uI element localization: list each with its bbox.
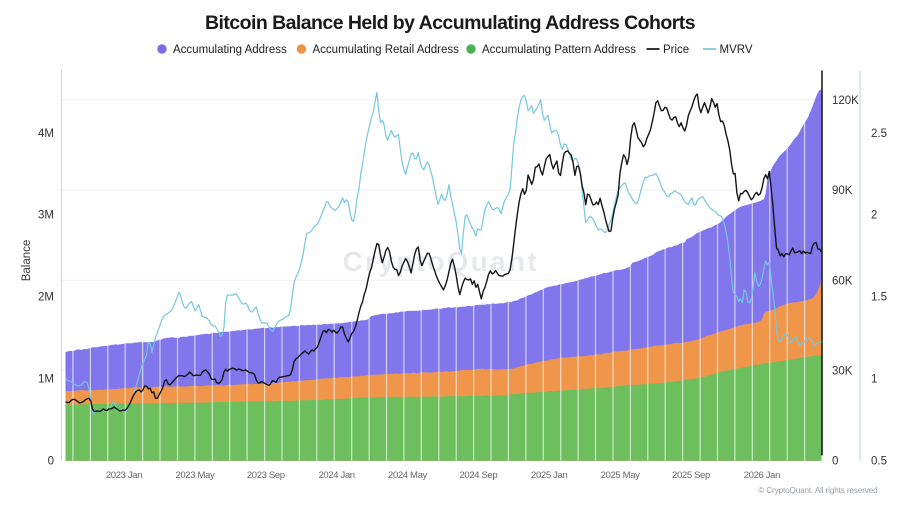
- svg-text:2: 2: [871, 210, 877, 222]
- svg-text:2025 Jan: 2025 Jan: [531, 470, 567, 481]
- svg-text:1M: 1M: [38, 374, 54, 386]
- svg-text:3M: 3M: [38, 210, 54, 222]
- svg-text:Price: Price: [663, 44, 689, 56]
- svg-text:120K: 120K: [832, 95, 859, 107]
- svg-text:4M: 4M: [38, 128, 54, 140]
- svg-text:Accumulating Retail Address: Accumulating Retail Address: [313, 44, 460, 56]
- svg-text:2025 Sep: 2025 Sep: [672, 470, 710, 481]
- svg-text:2024 May: 2024 May: [388, 470, 428, 481]
- svg-text:Accumulating Pattern Address: Accumulating Pattern Address: [482, 44, 636, 56]
- svg-text:© CryptoQuant. All rights rese: © CryptoQuant. All rights reserved: [758, 486, 878, 495]
- svg-text:30K: 30K: [832, 366, 853, 378]
- svg-text:MVRV: MVRV: [720, 44, 753, 56]
- svg-text:1: 1: [871, 374, 877, 386]
- svg-text:Accumulating Address: Accumulating Address: [173, 44, 287, 56]
- svg-text:2024 Sep: 2024 Sep: [459, 470, 497, 481]
- svg-text:1.5: 1.5: [871, 292, 887, 304]
- svg-text:Bitcoin Balance Held by Accumu: Bitcoin Balance Held by Accumulating Add…: [205, 12, 696, 34]
- svg-text:0.5: 0.5: [871, 456, 887, 468]
- svg-text:2024 Jan: 2024 Jan: [318, 470, 354, 481]
- svg-text:2026 Jan: 2026 Jan: [744, 470, 780, 481]
- svg-text:90K: 90K: [832, 185, 853, 197]
- svg-text:2M: 2M: [38, 292, 54, 304]
- svg-text:2.5: 2.5: [871, 128, 887, 140]
- svg-text:2023 May: 2023 May: [175, 470, 215, 481]
- svg-text:0: 0: [48, 456, 54, 468]
- svg-text:2023 Jan: 2023 Jan: [106, 470, 142, 481]
- svg-text:60K: 60K: [832, 275, 853, 287]
- svg-text:Balance: Balance: [21, 240, 33, 282]
- svg-text:2023 Sep: 2023 Sep: [247, 470, 285, 481]
- svg-text:2025 May: 2025 May: [601, 470, 641, 481]
- svg-text:0: 0: [832, 456, 838, 468]
